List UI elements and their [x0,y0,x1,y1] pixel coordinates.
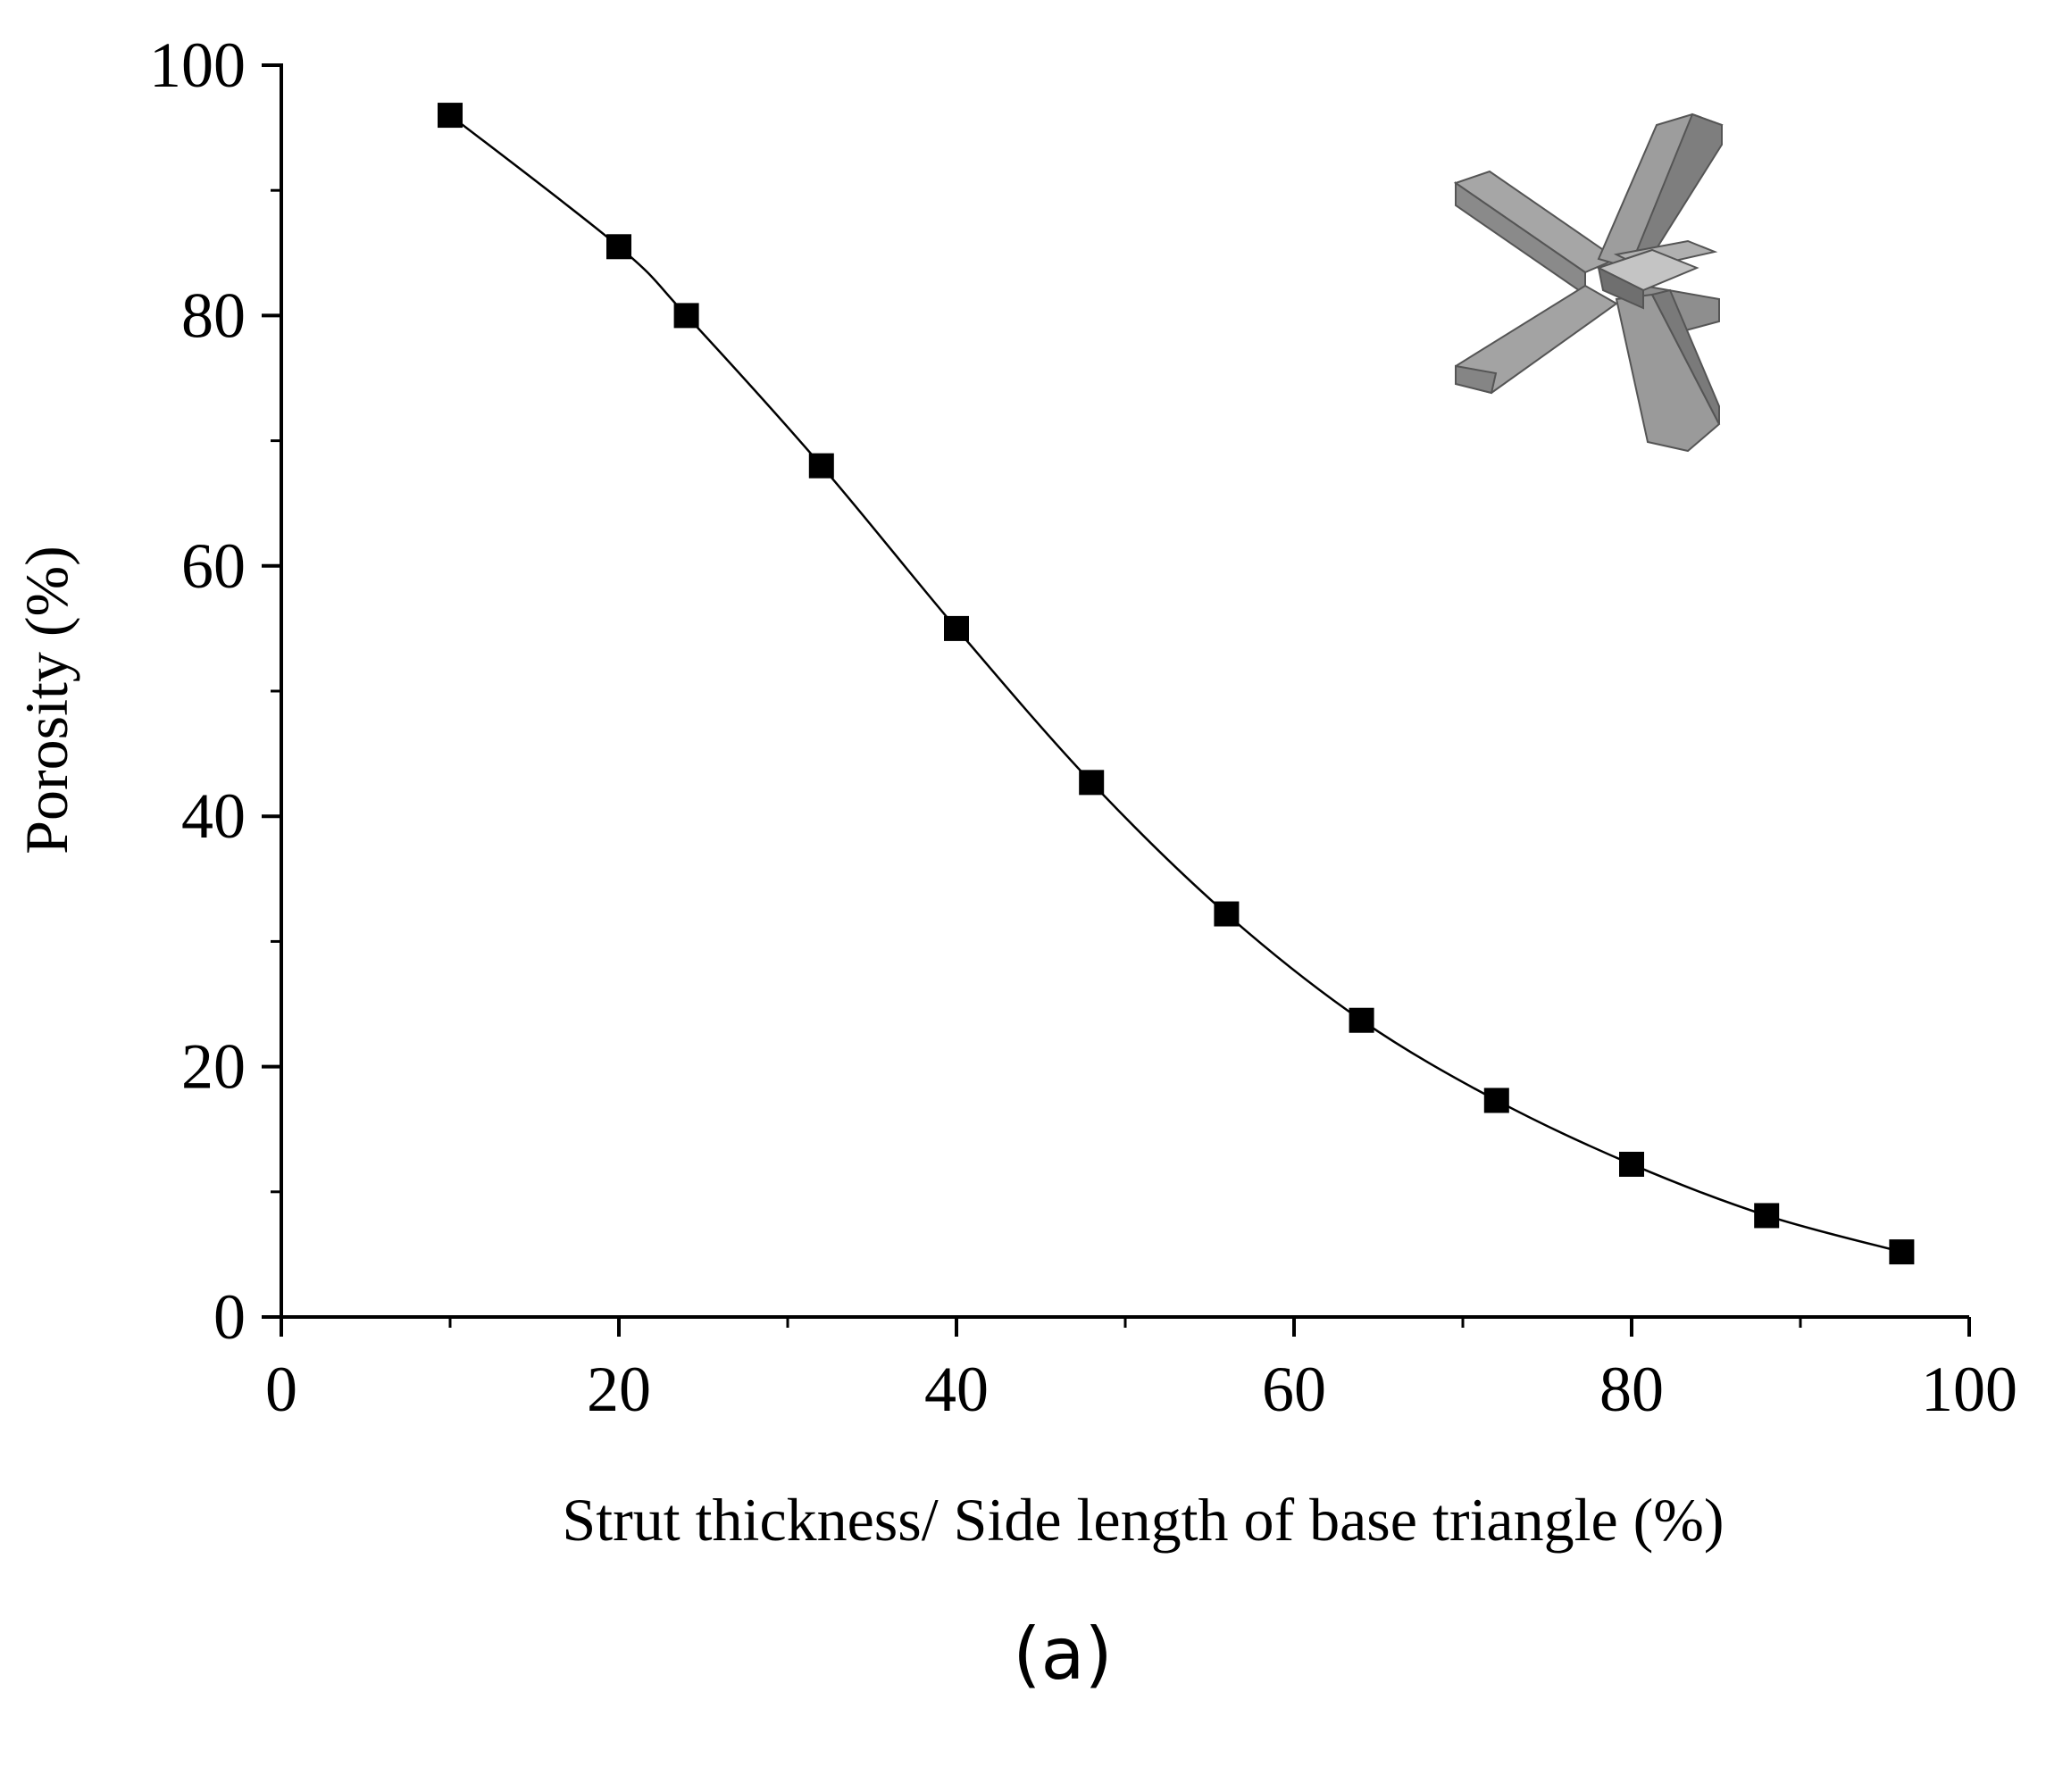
axes: 0 20 40 60 80 100 0 20 40 60 80 100 [149,29,2017,1425]
data-point [1214,901,1240,927]
x-tick-label: 60 [1262,1354,1326,1425]
data-point [1889,1239,1915,1265]
x-tick-label: 20 [587,1354,651,1425]
data-point [1619,1151,1644,1177]
x-tick-label: 0 [265,1354,297,1425]
data-point [1349,1007,1374,1033]
data-point [1483,1088,1509,1113]
y-axis-title: Porosity (%) [13,546,80,854]
y-tick-label: 0 [213,1281,246,1353]
data-point [1754,1203,1780,1229]
strut-node-illustration [1453,113,1724,453]
data-point [808,453,834,479]
y-ticks: 0 20 40 60 80 100 [149,29,281,1353]
x-tick-label: 80 [1599,1354,1664,1425]
data-point [944,615,969,641]
data-points [438,103,1915,1265]
data-point [1079,770,1105,796]
x-tick-label: 40 [924,1354,989,1425]
y-tick-label: 60 [181,530,246,602]
y-tick-label: 80 [181,279,246,351]
x-axis-title: Strut thickness/ Side length of base tri… [562,1486,1724,1554]
y-tick-label: 100 [149,29,246,101]
data-point [673,303,699,329]
x-ticks: 0 20 40 60 80 100 [265,1317,2017,1425]
y-tick-label: 20 [181,1031,246,1103]
x-tick-label: 100 [1921,1354,2017,1425]
fit-curve [449,114,1902,1254]
y-tick-label: 40 [181,780,246,852]
data-point [438,103,463,129]
panel-label: (a) [1013,1613,1112,1696]
data-point [606,234,631,260]
